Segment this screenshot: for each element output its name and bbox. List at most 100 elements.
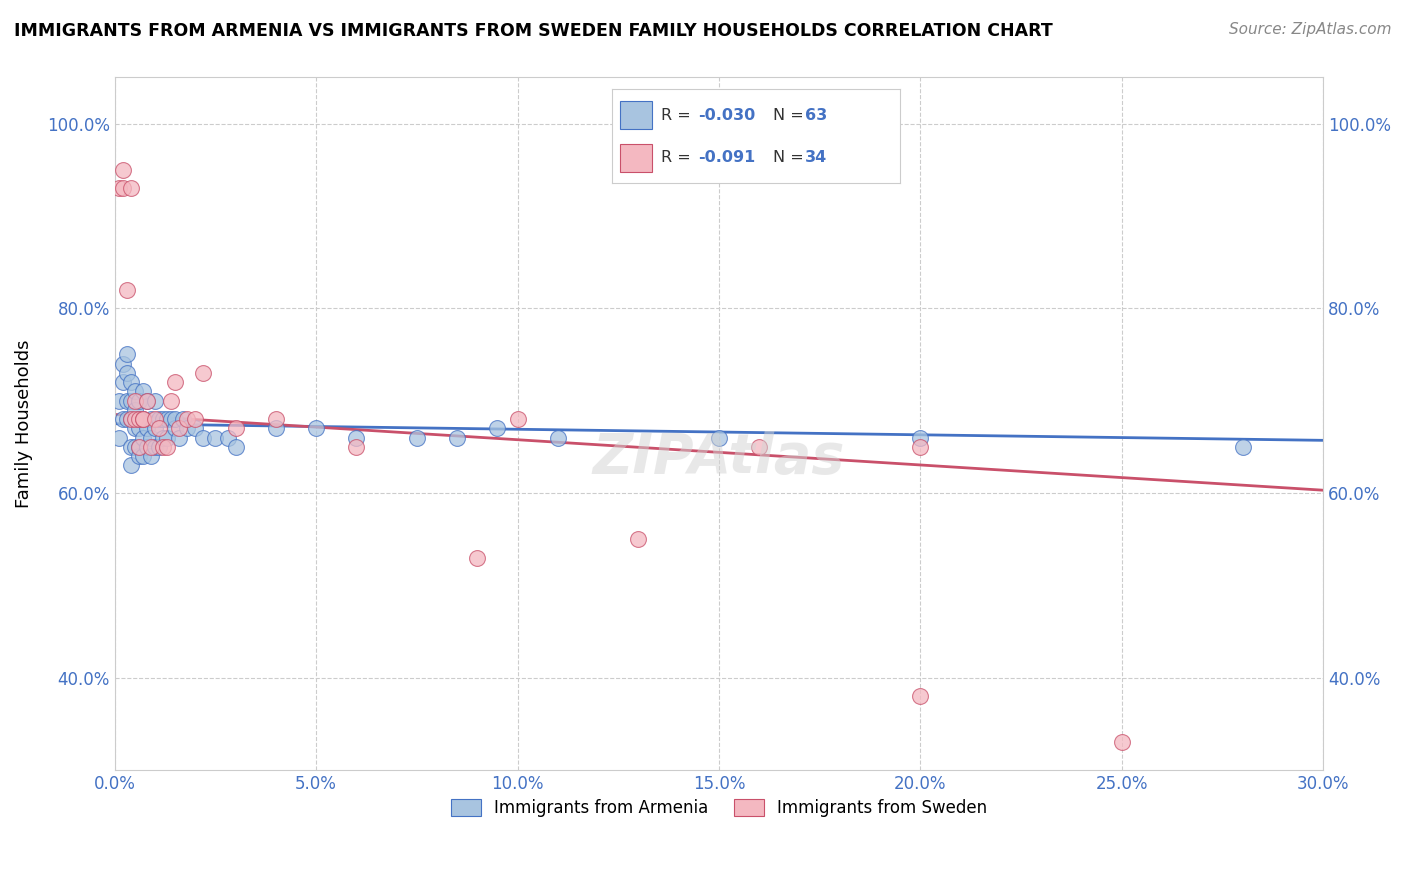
Point: [165, 412, 187, 426]
Point: [176, 412, 198, 426]
Point: [124, 421, 146, 435]
Point: [748, 440, 770, 454]
Text: R =: R =: [661, 108, 696, 123]
Point: [156, 431, 179, 445]
Text: N =: N =: [773, 150, 808, 165]
Point: [148, 421, 170, 435]
Point: [627, 532, 650, 546]
Point: [165, 421, 187, 435]
Text: Source: ZipAtlas.com: Source: ZipAtlas.com: [1229, 22, 1392, 37]
Point: [139, 431, 162, 445]
Point: [264, 412, 287, 426]
Point: [167, 421, 190, 435]
Point: [128, 393, 150, 408]
Point: [115, 393, 138, 408]
Point: [193, 431, 215, 445]
Point: [111, 412, 134, 426]
Point: [225, 440, 247, 454]
Point: [115, 412, 138, 426]
Point: [446, 431, 468, 445]
Point: [160, 393, 183, 408]
Point: [136, 421, 159, 435]
Text: R =: R =: [661, 150, 696, 165]
Point: [111, 357, 134, 371]
Point: [132, 449, 155, 463]
Point: [136, 393, 159, 408]
Text: -0.030: -0.030: [699, 108, 755, 123]
Point: [107, 393, 129, 408]
Point: [143, 393, 166, 408]
Legend: Immigrants from Armenia, Immigrants from Sweden: Immigrants from Armenia, Immigrants from…: [444, 792, 994, 824]
Point: [486, 421, 509, 435]
Bar: [620, 144, 652, 171]
Point: [136, 393, 159, 408]
Point: [152, 412, 174, 426]
Point: [115, 347, 138, 361]
Point: [120, 412, 142, 426]
Point: [124, 440, 146, 454]
Point: [120, 440, 142, 454]
Point: [143, 412, 166, 426]
Point: [143, 440, 166, 454]
Point: [910, 440, 932, 454]
Point: [405, 431, 427, 445]
Point: [132, 412, 155, 426]
Point: [184, 421, 207, 435]
Point: [305, 421, 328, 435]
Point: [107, 431, 129, 445]
Point: [111, 375, 134, 389]
Point: [148, 440, 170, 454]
Point: [139, 440, 162, 454]
Text: IMMIGRANTS FROM ARMENIA VS IMMIGRANTS FROM SWEDEN FAMILY HOUSEHOLDS CORRELATION : IMMIGRANTS FROM ARMENIA VS IMMIGRANTS FR…: [14, 22, 1053, 40]
Point: [910, 689, 932, 703]
Point: [264, 421, 287, 435]
Point: [176, 421, 198, 435]
Point: [136, 440, 159, 454]
Point: [225, 421, 247, 435]
Point: [115, 366, 138, 380]
Point: [152, 440, 174, 454]
Point: [1111, 735, 1133, 749]
Point: [115, 283, 138, 297]
Point: [346, 440, 368, 454]
Point: [160, 412, 183, 426]
Point: [128, 412, 150, 426]
Point: [152, 431, 174, 445]
Point: [184, 412, 207, 426]
Point: [124, 393, 146, 408]
Point: [346, 431, 368, 445]
Point: [204, 431, 226, 445]
Point: [167, 431, 190, 445]
Point: [143, 421, 166, 435]
Point: [139, 449, 162, 463]
Point: [547, 431, 569, 445]
Point: [156, 412, 179, 426]
Point: [128, 421, 150, 435]
Point: [111, 162, 134, 177]
Text: -0.091: -0.091: [699, 150, 755, 165]
Point: [172, 412, 194, 426]
Y-axis label: Family Households: Family Households: [15, 340, 32, 508]
Point: [124, 412, 146, 426]
Point: [124, 384, 146, 399]
Point: [132, 412, 155, 426]
Point: [120, 181, 142, 195]
Point: [124, 402, 146, 417]
Point: [910, 431, 932, 445]
Point: [165, 375, 187, 389]
Text: ZIPAtlas: ZIPAtlas: [593, 432, 845, 485]
Point: [707, 431, 730, 445]
Point: [128, 440, 150, 454]
Point: [120, 412, 142, 426]
Point: [128, 449, 150, 463]
Point: [132, 431, 155, 445]
Text: 34: 34: [804, 150, 827, 165]
Point: [217, 431, 239, 445]
Point: [120, 393, 142, 408]
Point: [120, 375, 142, 389]
Point: [120, 458, 142, 473]
Point: [111, 181, 134, 195]
Point: [128, 440, 150, 454]
Bar: [620, 102, 652, 129]
Point: [128, 412, 150, 426]
